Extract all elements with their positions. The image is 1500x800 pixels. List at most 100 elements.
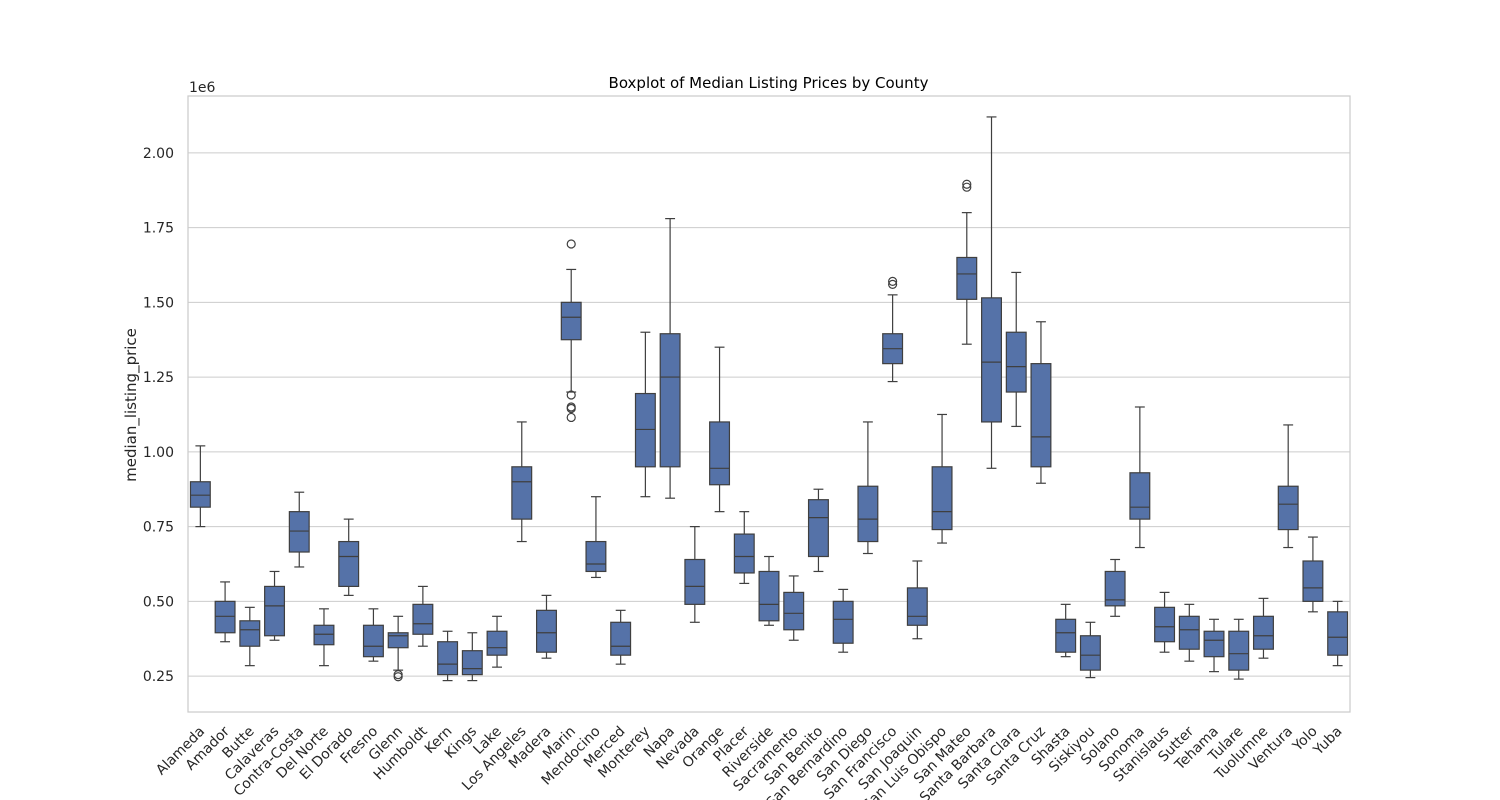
box-contra-costa xyxy=(288,491,310,568)
box-iqr xyxy=(832,600,854,644)
gridlines xyxy=(188,152,1350,677)
x-tick-label: Yuba xyxy=(1310,724,1346,760)
y-tick-label: 0.50 xyxy=(143,594,174,610)
box-siskiyou xyxy=(1079,621,1101,679)
box-iqr xyxy=(189,481,211,508)
box-iqr xyxy=(1302,560,1324,602)
y-axis-label: median_listing_price xyxy=(122,328,141,482)
box-san-francisco xyxy=(882,276,904,383)
y-tick-label: 1.50 xyxy=(143,295,174,311)
outlier-point xyxy=(962,179,972,189)
box-monterey xyxy=(634,331,656,498)
outlier-point xyxy=(566,412,576,423)
box-iqr xyxy=(1079,635,1101,671)
outlier-point xyxy=(393,672,403,682)
box-iqr xyxy=(634,392,656,468)
box-fresno xyxy=(362,608,384,662)
box-iqr xyxy=(857,485,879,543)
box-madera xyxy=(535,594,557,659)
box-tehama xyxy=(1203,618,1225,673)
box-iqr xyxy=(412,603,434,635)
box-glenn xyxy=(387,615,409,682)
box-iqr xyxy=(981,297,1002,423)
box-iqr xyxy=(1203,630,1225,658)
y-axis-ticks: 0.25 0.50 0.75 1.00 1.25 1.50 1.75 2.00 xyxy=(143,146,174,685)
box-san-mateo xyxy=(956,179,978,345)
box-amador xyxy=(214,581,236,643)
box-iqr xyxy=(1005,331,1027,393)
box-santa-clara xyxy=(1005,271,1027,428)
box-san-bernardino xyxy=(832,588,854,653)
box-orange xyxy=(709,346,731,513)
box-iqr xyxy=(1327,611,1349,656)
box-lake xyxy=(486,615,508,668)
box-iqr xyxy=(313,624,335,646)
box-iqr xyxy=(733,533,755,574)
box-mendocino xyxy=(585,496,607,579)
box-iqr xyxy=(1154,606,1176,643)
box-yolo xyxy=(1302,536,1324,613)
box-iqr xyxy=(906,587,928,626)
box-iqr xyxy=(610,621,632,656)
box-sacramento xyxy=(783,575,805,641)
outlier-point xyxy=(566,403,576,414)
box-iqr xyxy=(684,558,706,605)
box-iqr xyxy=(511,466,533,520)
box-iqr xyxy=(239,620,261,647)
box-iqr xyxy=(758,570,780,622)
plot-frame xyxy=(187,95,1351,713)
box-kings xyxy=(461,632,483,682)
box-santa-cruz xyxy=(1030,321,1052,484)
box-ventura xyxy=(1277,424,1299,549)
box-del-norte xyxy=(313,608,335,667)
box-nevada xyxy=(684,526,706,623)
outlier-point xyxy=(888,279,898,289)
box-iqr xyxy=(1030,363,1052,468)
box-san-diego xyxy=(857,421,879,555)
box-riverside xyxy=(758,555,780,626)
box-iqr xyxy=(387,632,409,649)
y-tick-label: 0.25 xyxy=(143,669,174,685)
box-shasta xyxy=(1055,603,1077,658)
box-iqr xyxy=(362,624,384,658)
box-san-benito xyxy=(807,488,829,573)
boxes xyxy=(189,116,1349,682)
box-sonoma xyxy=(1129,406,1151,549)
box-santa-barbara xyxy=(981,116,1002,469)
box-iqr xyxy=(1178,615,1200,650)
box-iqr xyxy=(1104,570,1126,607)
box-sutter xyxy=(1178,603,1200,662)
box-iqr xyxy=(437,641,459,676)
box-alameda xyxy=(189,445,211,528)
box-calaveras xyxy=(264,570,286,641)
box-merced xyxy=(610,609,632,665)
box-solano xyxy=(1104,558,1126,617)
box-placer xyxy=(733,511,755,585)
box-marin xyxy=(560,239,582,423)
y-tick-label: 0.75 xyxy=(143,520,174,536)
box-iqr xyxy=(709,421,731,486)
box-yuba xyxy=(1327,600,1349,667)
outlier-point xyxy=(566,239,576,249)
box-iqr xyxy=(560,301,582,341)
box-iqr xyxy=(1228,630,1250,671)
box-iqr xyxy=(783,591,805,631)
box-napa xyxy=(659,218,681,499)
box-kern xyxy=(437,630,459,682)
y-tick-label: 1.75 xyxy=(143,221,174,237)
box-iqr xyxy=(461,650,483,676)
box-iqr xyxy=(535,609,557,653)
box-iqr xyxy=(659,333,681,468)
box-el-dorado xyxy=(338,518,360,596)
box-tuolumne xyxy=(1252,597,1274,659)
box-iqr xyxy=(1129,472,1151,520)
box-humboldt xyxy=(412,585,434,647)
box-iqr xyxy=(486,630,508,656)
box-iqr xyxy=(264,585,286,637)
box-iqr xyxy=(956,256,978,300)
box-san-joaquin xyxy=(906,560,928,640)
box-iqr xyxy=(288,511,310,553)
box-iqr xyxy=(1252,615,1274,650)
box-iqr xyxy=(214,600,236,634)
